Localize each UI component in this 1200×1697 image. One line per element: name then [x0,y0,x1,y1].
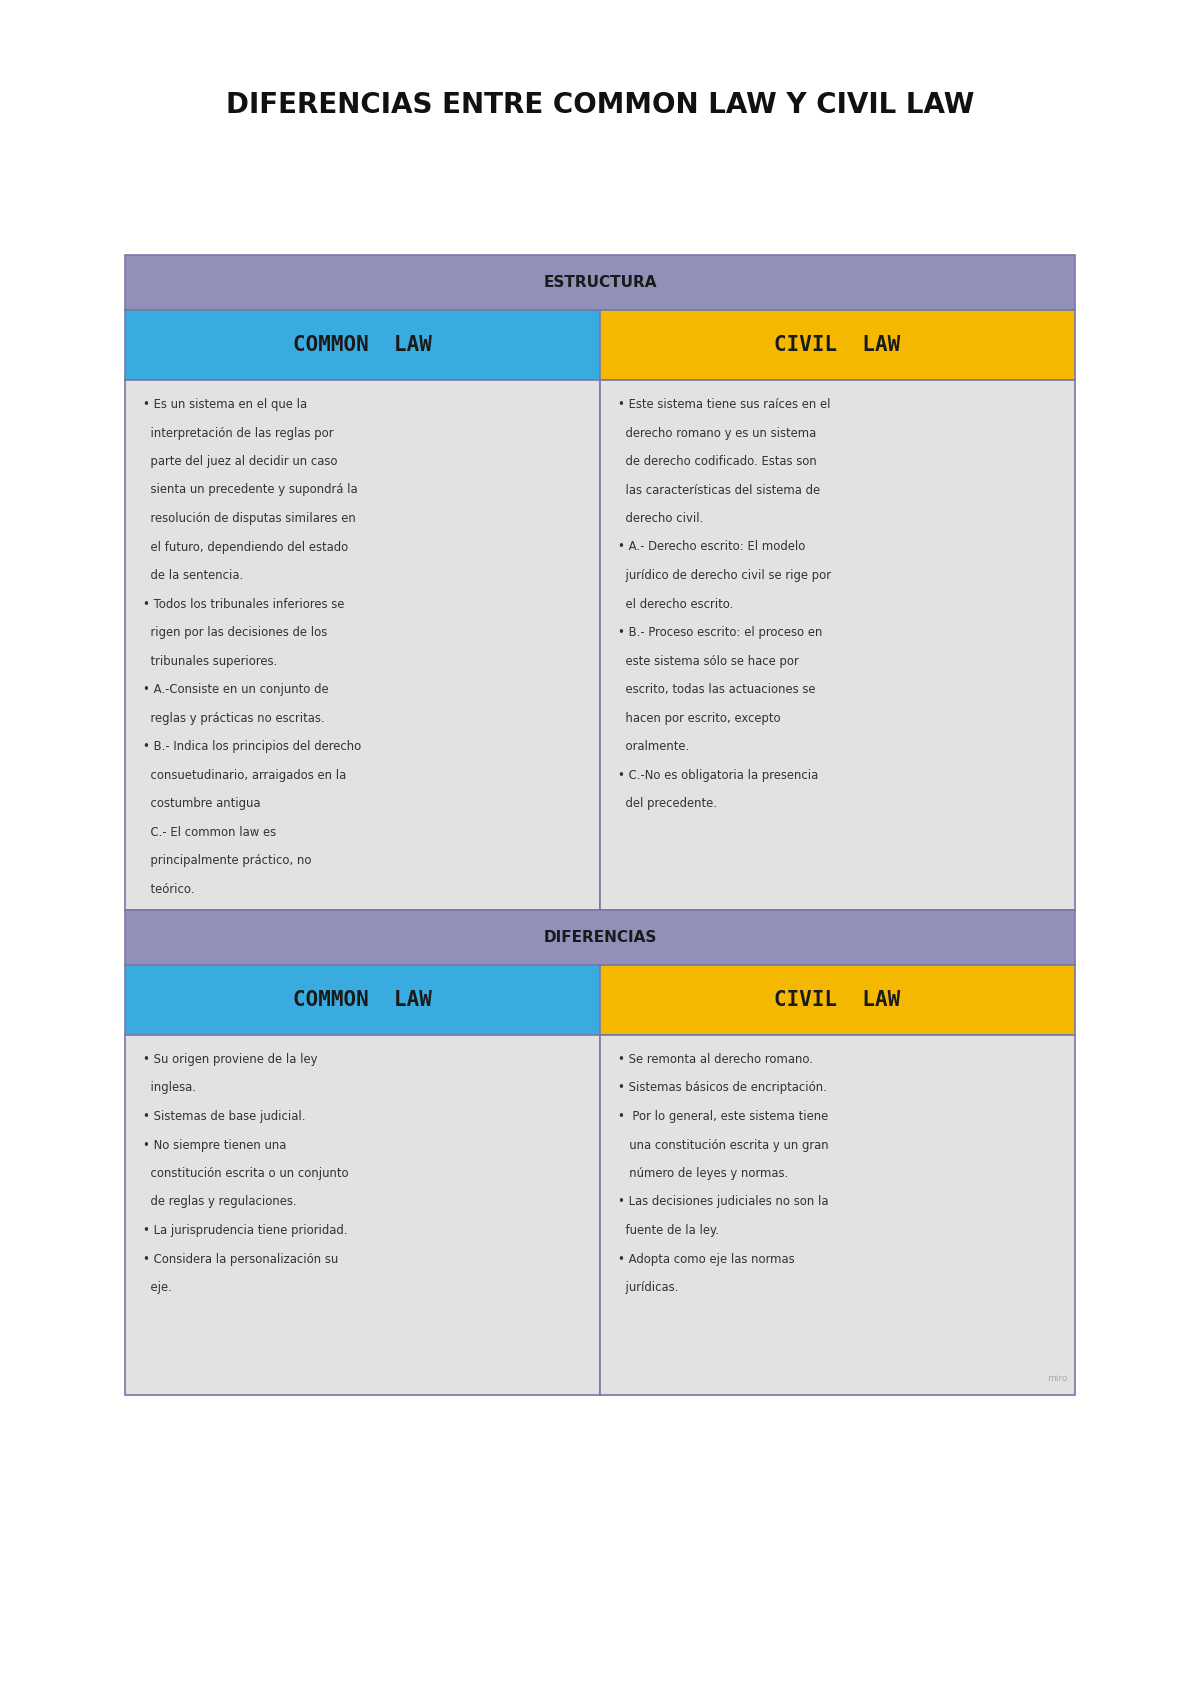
FancyBboxPatch shape [125,380,600,910]
Text: resolución de disputas similares en: resolución de disputas similares en [143,512,355,524]
Text: • Es un sistema en el que la: • Es un sistema en el que la [143,399,307,411]
Text: derecho civil.: derecho civil. [618,512,703,524]
Text: • Este sistema tiene sus raíces en el: • Este sistema tiene sus raíces en el [618,399,830,411]
Text: del precedente.: del precedente. [618,798,718,809]
Text: de derecho codificado. Estas son: de derecho codificado. Estas son [618,455,817,468]
Text: • Su origen proviene de la ley: • Su origen proviene de la ley [143,1054,318,1066]
Text: rigen por las decisiones de los: rigen por las decisiones de los [143,626,328,640]
Text: • Se remonta al derecho romano.: • Se remonta al derecho romano. [618,1054,814,1066]
FancyBboxPatch shape [125,1035,600,1395]
Text: el derecho escrito.: el derecho escrito. [618,597,733,611]
Text: hacen por escrito, excepto: hacen por escrito, excepto [618,711,781,725]
Text: sienta un precedente y supondrá la: sienta un precedente y supondrá la [143,484,358,497]
Text: • Sistemas básicos de encriptación.: • Sistemas básicos de encriptación. [618,1081,827,1095]
Text: • A.- Derecho escrito: El modelo: • A.- Derecho escrito: El modelo [618,541,805,553]
Text: • C.-No es obligatoria la presencia: • C.-No es obligatoria la presencia [618,769,818,782]
Text: interpretación de las reglas por: interpretación de las reglas por [143,426,334,440]
Text: DIFERENCIAS ENTRE COMMON LAW Y CIVIL LAW: DIFERENCIAS ENTRE COMMON LAW Y CIVIL LAW [226,92,974,119]
Text: • B.- Proceso escrito: el proceso en: • B.- Proceso escrito: el proceso en [618,626,822,640]
Text: jurídico de derecho civil se rige por: jurídico de derecho civil se rige por [618,568,830,582]
Text: DIFERENCIAS: DIFERENCIAS [544,930,656,945]
FancyBboxPatch shape [125,255,1075,311]
Text: de reglas y regulaciones.: de reglas y regulaciones. [143,1195,296,1208]
Text: CIVIL  LAW: CIVIL LAW [774,989,901,1010]
Text: CIVIL  LAW: CIVIL LAW [774,334,901,355]
Text: COMMON  LAW: COMMON LAW [293,989,432,1010]
Text: • Todos los tribunales inferiores se: • Todos los tribunales inferiores se [143,597,344,611]
Text: • Adopta como eje las normas: • Adopta como eje las normas [618,1252,794,1266]
Text: • Sistemas de base judicial.: • Sistemas de base judicial. [143,1110,306,1123]
Text: constitución escrita o un conjunto: constitución escrita o un conjunto [143,1168,349,1179]
Text: • A.-Consiste en un conjunto de: • A.-Consiste en un conjunto de [143,682,329,696]
Text: ESTRUCTURA: ESTRUCTURA [544,275,656,290]
FancyBboxPatch shape [600,1035,1075,1395]
Text: COMMON  LAW: COMMON LAW [293,334,432,355]
Text: •  Por lo general, este sistema tiene: • Por lo general, este sistema tiene [618,1110,828,1123]
Text: C.- El common law es: C.- El common law es [143,825,276,838]
Text: reglas y prácticas no escritas.: reglas y prácticas no escritas. [143,711,325,725]
Text: • B.- Indica los principios del derecho: • B.- Indica los principios del derecho [143,740,361,753]
Text: teórico.: teórico. [143,882,194,896]
Text: derecho romano y es un sistema: derecho romano y es un sistema [618,426,816,440]
Text: número de leyes y normas.: número de leyes y normas. [618,1168,788,1179]
Text: • Las decisiones judiciales no son la: • Las decisiones judiciales no son la [618,1195,828,1208]
Text: eje.: eje. [143,1281,172,1295]
Text: las características del sistema de: las características del sistema de [618,484,820,497]
Text: costumbre antigua: costumbre antigua [143,798,260,809]
FancyBboxPatch shape [125,966,600,1035]
Text: fuente de la ley.: fuente de la ley. [618,1224,719,1237]
FancyBboxPatch shape [125,311,600,380]
Text: • Considera la personalización su: • Considera la personalización su [143,1252,338,1266]
Text: parte del juez al decidir un caso: parte del juez al decidir un caso [143,455,337,468]
FancyBboxPatch shape [600,966,1075,1035]
Text: el futuro, dependiendo del estado: el futuro, dependiendo del estado [143,541,348,553]
Text: oralmente.: oralmente. [618,740,689,753]
Text: inglesa.: inglesa. [143,1081,196,1095]
Text: jurídicas.: jurídicas. [618,1281,678,1295]
Text: tribunales superiores.: tribunales superiores. [143,655,277,667]
Text: principalmente práctico, no: principalmente práctico, no [143,854,312,867]
Text: • No siempre tienen una: • No siempre tienen una [143,1139,287,1152]
Text: escrito, todas las actuaciones se: escrito, todas las actuaciones se [618,682,816,696]
Text: de la sentencia.: de la sentencia. [143,568,244,582]
Text: consuetudinario, arraigados en la: consuetudinario, arraigados en la [143,769,347,782]
FancyBboxPatch shape [125,910,1075,966]
Text: • La jurisprudencia tiene prioridad.: • La jurisprudencia tiene prioridad. [143,1224,348,1237]
FancyBboxPatch shape [600,380,1075,910]
Text: una constitución escrita y un gran: una constitución escrita y un gran [618,1139,829,1152]
Text: miro: miro [1046,1375,1067,1383]
FancyBboxPatch shape [600,311,1075,380]
Text: este sistema sólo se hace por: este sistema sólo se hace por [618,655,799,667]
